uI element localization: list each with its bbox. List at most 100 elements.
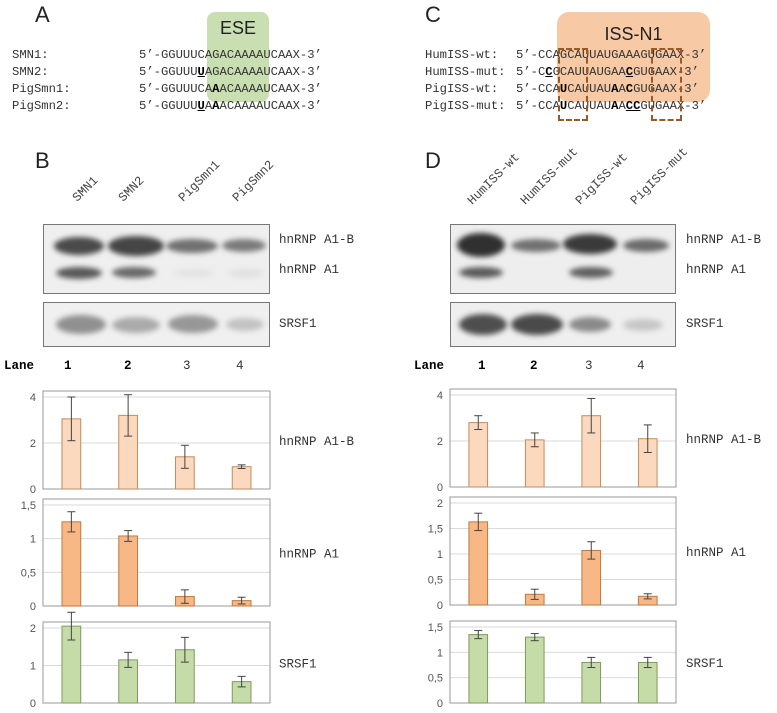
y-tick-label: 1,5	[428, 524, 443, 536]
ese-label: ESE	[219, 18, 257, 38]
y-tick-label: 1,5	[21, 500, 36, 512]
sequence-segment: 5’-CCA	[516, 82, 560, 96]
panel-c-row-label: PigISS-mut:	[425, 99, 506, 113]
lane-number-b-3: 3	[183, 359, 191, 373]
sequence-segment: CC	[625, 99, 641, 113]
sequence-segment: U	[559, 99, 568, 113]
y-tick-label: 2	[30, 623, 36, 635]
y-tick-label: 1,5	[428, 622, 443, 634]
chart-frame	[449, 388, 677, 488]
sequence-segment: GUGAAX-3’	[640, 99, 707, 113]
sequence-segment: 5’-CCA	[516, 99, 560, 113]
sequence-segment: ACAAAAUCAAX-3’	[219, 99, 322, 113]
sequence-segment: 5’-GGUUU	[139, 65, 198, 79]
y-tick-label: 0,5	[428, 673, 443, 685]
blot-label-b-hnrnp-a1b: hnRNP A1-B	[279, 233, 355, 247]
iss-n1-label: ISS-N1	[604, 24, 663, 44]
lane-number-d-1: 1	[478, 359, 486, 373]
sequence-segment: A	[611, 99, 619, 113]
chart-frame	[449, 620, 677, 704]
panel-c-row-sequence: 5’-CCGCAUUAUGAACGUGAAX-3’	[516, 66, 699, 78]
panel-a-row-label: SMN1:	[12, 48, 49, 62]
chart-series-label: hnRNP A1	[686, 546, 746, 560]
chart-d-3: 0 2 4 hnRNP A1-B	[437, 388, 762, 494]
chart-frame	[42, 390, 271, 490]
sequence-segment: GCAUUAUGAA	[552, 65, 626, 79]
chart-b-0: 0 2 4 hnRNP A1-B	[30, 390, 355, 496]
lane-number-b-2: 2	[124, 359, 132, 373]
sequence-segment: U	[197, 65, 205, 79]
lane-number-b-4: 4	[236, 359, 244, 373]
bar	[231, 466, 252, 490]
chart-b-1: 0 0,5 1 1,5 hnRNP A1	[21, 498, 339, 613]
panel-a-row-label: PigSmn2:	[12, 99, 71, 113]
panel-letter-b: B	[35, 148, 50, 173]
chart-frame	[42, 621, 271, 704]
chart-d-5: 0 0,5 1 1,5 SRSF1	[428, 620, 724, 710]
lane-number-d-2: 2	[530, 359, 538, 373]
blot-b-srsf1	[43, 302, 270, 347]
sequence-segment: GUGAAX-3’	[633, 82, 699, 96]
sequence-segment: A	[204, 99, 213, 113]
panel-c-row-label: HumISS-mut:	[425, 65, 506, 79]
panel-letter-c: C	[425, 2, 441, 27]
ese-highlight	[207, 12, 269, 102]
blot-label-d-hnrnp-a1: hnRNP A1	[686, 263, 747, 277]
y-tick-label: 1	[437, 549, 443, 561]
lane-word-b: Lane	[4, 359, 35, 373]
panel-c-row-label: HumISS-wt:	[425, 48, 499, 62]
y-tick-label: 4	[30, 392, 36, 404]
y-tick-label: 0,5	[21, 567, 36, 579]
sequence-segment: 5’-GGUUUC	[139, 48, 205, 62]
y-tick-label: 1	[437, 647, 443, 659]
y-tick-label: 1	[30, 534, 36, 546]
sequence-segment: A	[611, 82, 619, 96]
y-tick-label: 0	[437, 482, 443, 494]
lane-number-d-4: 4	[637, 359, 645, 373]
sequence-segment: A	[212, 82, 220, 96]
chart-series-label: hnRNP A1-B	[279, 435, 355, 449]
sequence-segment: 5’-GGUUUCA	[139, 82, 213, 96]
chart-b-2: 0 1 2 SRSF1	[30, 611, 317, 710]
sequence-segment: CAUUAU	[567, 99, 612, 113]
chart-frame	[449, 496, 677, 606]
sequence-segment: C	[545, 65, 553, 79]
iss-n1-highlight	[557, 12, 710, 102]
y-tick-label: 0	[30, 484, 36, 496]
y-tick-label: 1	[30, 661, 36, 673]
iss-dashed-box-left	[558, 48, 588, 121]
chart-d-4: 0 0,5 1 1,5 2 hnRNP A1	[428, 496, 746, 612]
chart-series-label: SRSF1	[279, 658, 317, 672]
blot-label-d-srsf1: SRSF1	[686, 317, 724, 331]
panel-a-row-sequence: 5’-GGUUUCAGACAAAAUCAAX-3’	[139, 49, 322, 61]
lane-row-b: Lane	[4, 359, 34, 373]
blot-label-d-hnrnp-a1b: hnRNP A1-B	[686, 233, 762, 247]
chart-series-label: hnRNP A1-B	[686, 433, 762, 447]
panel-a-row-label: SMN2:	[12, 65, 49, 79]
blot-d-srsf1	[450, 302, 676, 347]
chart-series-label: hnRNP A1	[279, 548, 339, 562]
chart-series-label: SRSF1	[686, 657, 724, 671]
bar	[524, 636, 545, 704]
bar	[468, 634, 489, 704]
sequence-segment: GUGAAX-3’	[633, 65, 699, 79]
panel-c-row-sequence: 5’-CCAUCAUUAUAACCGUGAAX-3’	[516, 100, 706, 112]
panel-a-row-sequence: 5’-GGUUUUAGACAAAAUCAAX-3’	[139, 66, 322, 78]
sequence-segment: 5’-C	[516, 65, 546, 79]
bar	[61, 521, 82, 607]
sequence-segment: C	[625, 82, 634, 96]
bar	[468, 422, 489, 488]
blot-d-hnrnp	[450, 224, 676, 294]
y-tick-label: 0	[437, 600, 443, 612]
blot-label-b-hnrnp-a1: hnRNP A1	[279, 263, 340, 277]
sequence-segment: U	[197, 99, 205, 113]
panel-a-row-sequence: 5’-GGUUUUAAACAAAAUCAAX-3’	[139, 100, 322, 112]
panel-letter-d: D	[425, 148, 441, 173]
lane-row-d: Lane	[414, 359, 444, 373]
iss-dashed-box-right	[651, 48, 682, 121]
y-tick-label: 4	[437, 390, 443, 402]
bar	[118, 535, 138, 607]
sequence-segment: A	[618, 82, 626, 96]
y-tick-label: 0	[30, 601, 36, 613]
